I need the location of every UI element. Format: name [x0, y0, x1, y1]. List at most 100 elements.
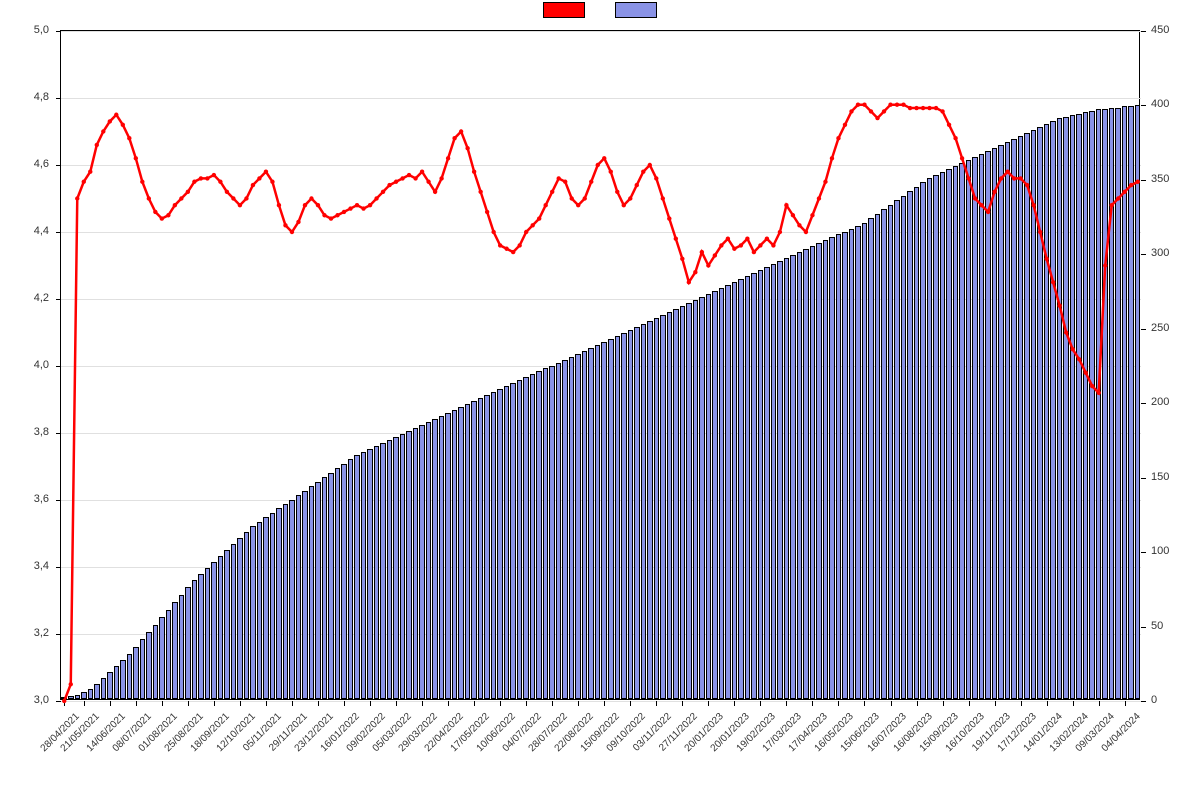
- y-right-tick-label: 100: [1151, 545, 1169, 557]
- x-tick: [786, 701, 787, 706]
- bar: [712, 291, 718, 699]
- bar: [875, 214, 881, 699]
- line-marker: [953, 136, 957, 140]
- bar: [218, 556, 224, 699]
- line-marker: [186, 190, 190, 194]
- y-left-tick-label: 4,2: [9, 292, 49, 304]
- line-marker: [244, 196, 248, 200]
- y-right-tick: [1141, 180, 1146, 181]
- y-right-tick: [1141, 254, 1146, 255]
- line-marker: [134, 156, 138, 160]
- bar: [946, 169, 952, 699]
- x-tick: [500, 701, 501, 706]
- bar: [1011, 139, 1017, 699]
- line-marker: [309, 196, 313, 200]
- bar: [764, 267, 770, 699]
- line-marker: [719, 243, 723, 247]
- bar: [582, 351, 588, 699]
- line-marker: [758, 243, 762, 247]
- line-marker: [739, 243, 743, 247]
- bar: [367, 449, 373, 699]
- line-marker: [882, 109, 886, 113]
- bar: [601, 342, 607, 699]
- bar: [387, 440, 393, 699]
- line-marker: [504, 247, 508, 251]
- legend-swatch-bar: [615, 2, 657, 18]
- line-marker: [231, 196, 235, 200]
- bar: [322, 477, 328, 699]
- x-tick: [682, 701, 683, 706]
- x-tick: [64, 701, 65, 706]
- line-marker: [322, 213, 326, 217]
- bar: [654, 318, 660, 699]
- x-tick: [188, 701, 189, 706]
- bar: [686, 303, 692, 699]
- x-tick: [1021, 701, 1022, 706]
- y-left-tick-label: 3,4: [9, 560, 49, 572]
- y-right-tick: [1141, 329, 1146, 330]
- bar: [745, 276, 751, 699]
- bar: [725, 285, 731, 699]
- line-marker: [173, 203, 177, 207]
- y-left-tick: [56, 165, 61, 166]
- line-marker: [563, 180, 567, 184]
- bar: [400, 434, 406, 699]
- bar: [621, 333, 627, 699]
- line-marker: [921, 106, 925, 110]
- line-marker: [179, 196, 183, 200]
- line-marker: [628, 196, 632, 200]
- line-marker: [426, 180, 430, 184]
- bar: [341, 464, 347, 699]
- y-right-tick-label: 50: [1151, 620, 1163, 632]
- bar: [380, 443, 386, 699]
- line-marker: [342, 210, 346, 214]
- bar: [302, 491, 308, 699]
- line-marker: [192, 180, 196, 184]
- bar: [289, 500, 295, 700]
- legend-swatch-line: [543, 2, 585, 18]
- y-left-tick: [56, 500, 61, 501]
- x-tick: [370, 701, 371, 706]
- x-tick: [995, 701, 996, 706]
- line-marker: [602, 156, 606, 160]
- line-marker: [296, 220, 300, 224]
- bar: [1031, 130, 1037, 699]
- bar: [445, 413, 451, 699]
- line-marker: [615, 190, 619, 194]
- line-marker: [381, 190, 385, 194]
- bar: [615, 336, 621, 699]
- bar: [569, 357, 575, 699]
- line-marker: [700, 250, 704, 254]
- line-marker: [817, 196, 821, 200]
- bar: [127, 654, 133, 699]
- bar: [101, 678, 107, 699]
- x-tick: [917, 701, 918, 706]
- line-marker: [940, 109, 944, 113]
- bar: [1109, 108, 1115, 699]
- x-tick: [240, 701, 241, 706]
- y-right-tick: [1141, 701, 1146, 702]
- line-marker: [88, 170, 92, 174]
- bar: [1135, 105, 1141, 699]
- bar: [81, 692, 87, 699]
- y-right-tick-label: 200: [1151, 396, 1169, 408]
- bar: [510, 383, 516, 699]
- line-marker: [153, 210, 157, 214]
- line-marker: [270, 180, 274, 184]
- bar: [458, 407, 464, 699]
- line-marker: [95, 143, 99, 147]
- bar: [816, 243, 822, 699]
- line-marker: [927, 106, 931, 110]
- line-marker: [771, 243, 775, 247]
- bar: [810, 246, 816, 699]
- bar: [959, 163, 965, 699]
- y-left-tick-label: 3,8: [9, 426, 49, 438]
- bar: [1115, 108, 1121, 699]
- bar: [797, 252, 803, 699]
- line-marker: [368, 203, 372, 207]
- bar: [868, 218, 874, 699]
- line-marker: [348, 206, 352, 210]
- line-marker: [687, 280, 691, 284]
- y-left-tick-label: 4,8: [9, 91, 49, 103]
- bar: [608, 339, 614, 699]
